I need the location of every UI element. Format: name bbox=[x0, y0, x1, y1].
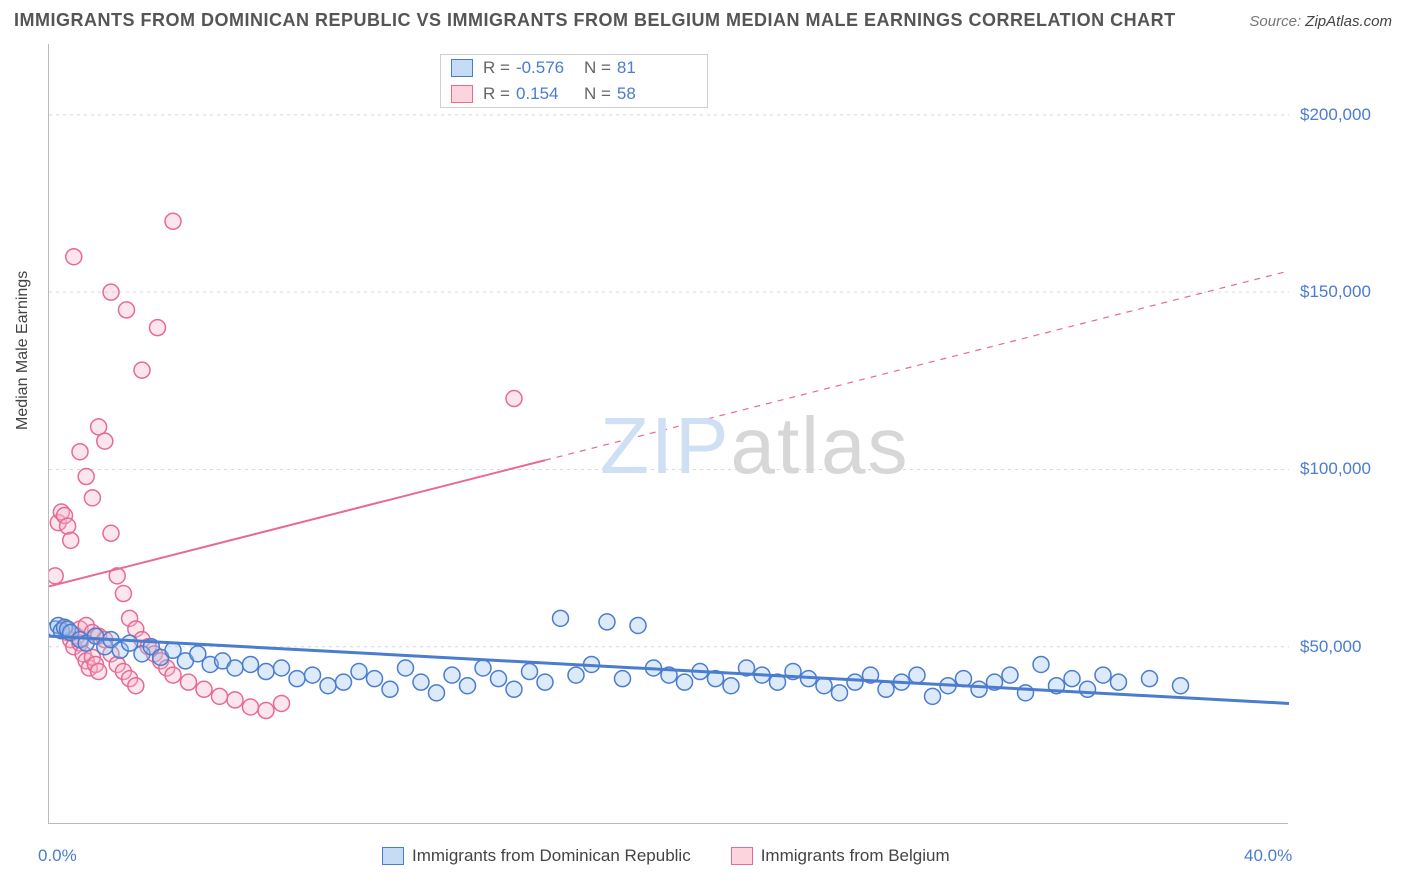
r-label: R = bbox=[483, 84, 510, 104]
title-bar: IMMIGRANTS FROM DOMINICAN REPUBLIC VS IM… bbox=[14, 10, 1392, 31]
legend-label-dominican: Immigrants from Dominican Republic bbox=[412, 846, 691, 866]
source-prefix: Source: bbox=[1249, 13, 1305, 30]
y-tick-label: $200,000 bbox=[1300, 105, 1371, 125]
series-legend: Immigrants from Dominican Republic Immig… bbox=[382, 846, 950, 866]
correlation-legend: R = -0.576 N = 81 R = 0.154 N = 58 bbox=[440, 54, 708, 108]
r-label: R = bbox=[483, 58, 510, 78]
y-axis-title: Median Male Earnings bbox=[14, 271, 32, 430]
y-tick-label: $50,000 bbox=[1300, 637, 1361, 657]
correlation-row-belgium: R = 0.154 N = 58 bbox=[441, 81, 707, 107]
plot-area bbox=[48, 44, 1288, 824]
n-value-belgium: 58 bbox=[617, 84, 675, 104]
n-value-dominican: 81 bbox=[617, 58, 675, 78]
n-label: N = bbox=[584, 84, 611, 104]
y-tick-label: $100,000 bbox=[1300, 459, 1371, 479]
plot-svg bbox=[49, 44, 1289, 824]
legend-label-belgium: Immigrants from Belgium bbox=[761, 846, 950, 866]
r-value-belgium: 0.154 bbox=[516, 84, 574, 104]
swatch-belgium bbox=[451, 85, 473, 103]
swatch-dominican bbox=[382, 847, 404, 865]
x-tick-label: 40.0% bbox=[1244, 846, 1292, 866]
chart-title: IMMIGRANTS FROM DOMINICAN REPUBLIC VS IM… bbox=[14, 10, 1176, 31]
chart-frame: IMMIGRANTS FROM DOMINICAN REPUBLIC VS IM… bbox=[0, 0, 1406, 892]
y-tick-label: $150,000 bbox=[1300, 282, 1371, 302]
r-value-dominican: -0.576 bbox=[516, 58, 574, 78]
source-link[interactable]: ZipAtlas.com bbox=[1305, 13, 1392, 30]
n-label: N = bbox=[584, 58, 611, 78]
swatch-belgium bbox=[731, 847, 753, 865]
legend-item-belgium: Immigrants from Belgium bbox=[731, 846, 950, 866]
x-tick-label: 0.0% bbox=[38, 846, 77, 866]
source-attribution: Source: ZipAtlas.com bbox=[1249, 13, 1392, 30]
legend-item-dominican: Immigrants from Dominican Republic bbox=[382, 846, 691, 866]
swatch-dominican bbox=[451, 59, 473, 77]
correlation-row-dominican: R = -0.576 N = 81 bbox=[441, 55, 707, 81]
